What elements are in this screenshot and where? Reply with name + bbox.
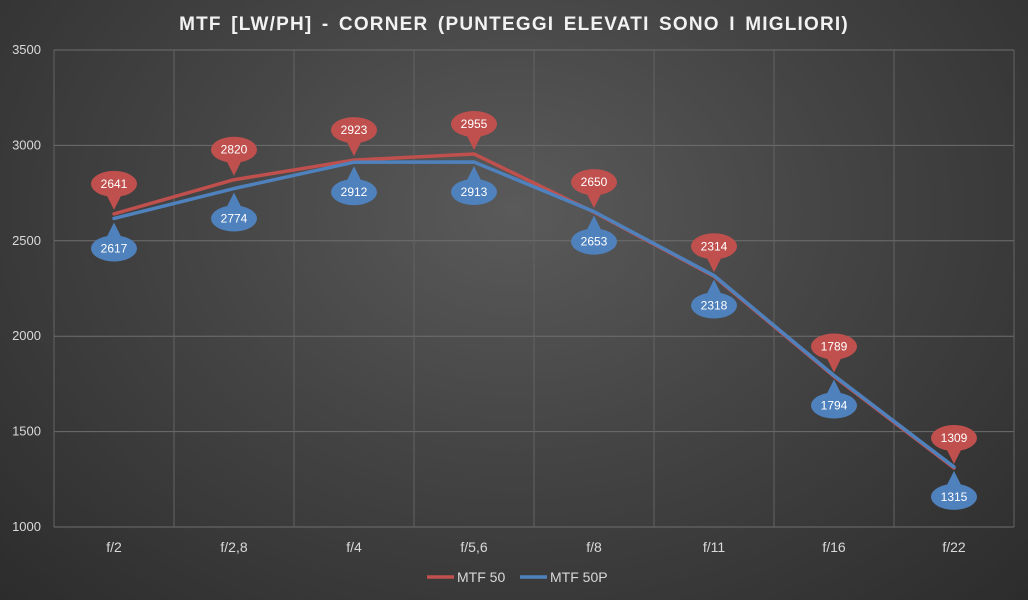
data-label-mtf50: 2314 xyxy=(691,233,737,273)
data-label: 2318 xyxy=(701,299,728,313)
legend-item-mtf50p: MTF 50P xyxy=(520,569,608,585)
data-label-mtf50p: 1315 xyxy=(931,470,977,510)
x-tick-label: f/8 xyxy=(586,539,602,555)
data-label-mtf50: 2923 xyxy=(331,117,377,157)
data-label-mtf50: 2820 xyxy=(211,136,257,176)
data-label: 1309 xyxy=(941,431,968,445)
data-label: 2923 xyxy=(341,123,368,137)
data-label: 2912 xyxy=(341,185,368,199)
legend-label: MTF 50 xyxy=(457,569,505,585)
data-label: 2955 xyxy=(461,117,488,131)
x-tick-label: f/22 xyxy=(942,539,966,555)
data-label-mtf50: 1789 xyxy=(811,333,857,373)
series-lines xyxy=(112,152,956,470)
callout-pointer xyxy=(227,192,241,207)
data-label-mtf50: 2641 xyxy=(91,170,137,210)
data-label: 2617 xyxy=(101,241,128,255)
data-label: 2314 xyxy=(701,239,728,253)
callout-pointer xyxy=(947,450,961,465)
data-labels: 2641 2820 2923 2955 2650 2314 1789 1309 2617 2774… xyxy=(91,110,977,510)
data-label-mtf50p: 2617 xyxy=(91,222,137,262)
legend: MTF 50 MTF 50P xyxy=(427,569,608,585)
callout-bubble xyxy=(571,228,617,255)
callout-pointer xyxy=(227,161,241,176)
x-tick-label: f/2,8 xyxy=(220,539,247,555)
x-tick-label: f/4 xyxy=(346,539,362,555)
callout-pointer xyxy=(587,194,601,209)
data-label: 1789 xyxy=(821,339,848,353)
y-tick-label: 2500 xyxy=(12,233,41,248)
callout-bubble xyxy=(451,110,497,137)
callout-bubble xyxy=(811,392,857,419)
legend-label: MTF 50P xyxy=(550,569,608,585)
callout-bubble xyxy=(91,235,137,262)
data-label: 1315 xyxy=(941,490,968,504)
chart-title: MTF [LW/PH] - CORNER (PUNTEGGI ELEVATI S… xyxy=(179,14,849,35)
callout-bubble xyxy=(451,178,497,205)
y-tick-label: 2000 xyxy=(12,328,41,343)
callout-bubble xyxy=(691,292,737,319)
data-label-mtf50p: 2774 xyxy=(211,192,257,232)
data-label-mtf50p: 2653 xyxy=(571,215,617,255)
callout-bubble xyxy=(571,169,617,196)
x-tick-label: f/16 xyxy=(822,539,846,555)
grid xyxy=(53,49,1015,528)
callout-pointer xyxy=(707,258,721,273)
y-tick-label: 3000 xyxy=(12,137,41,152)
series-line-mtf50p xyxy=(112,160,956,469)
data-label: 2650 xyxy=(581,175,608,189)
callout-pointer xyxy=(467,135,481,150)
data-label: 1794 xyxy=(821,399,848,413)
callout-pointer xyxy=(347,166,361,181)
callout-pointer xyxy=(587,215,601,230)
data-label-mtf50: 2955 xyxy=(451,110,497,150)
callout-pointer xyxy=(947,470,961,485)
legend-item-mtf50: MTF 50 xyxy=(427,569,505,585)
callout-bubble xyxy=(931,425,977,452)
data-label-mtf50: 1309 xyxy=(931,425,977,465)
data-label-mtf50p: 2912 xyxy=(331,166,377,206)
data-label: 2913 xyxy=(461,185,488,199)
data-label-mtf50p: 2318 xyxy=(691,279,737,319)
y-tick-label: 1000 xyxy=(12,519,41,534)
callout-bubble xyxy=(331,179,377,206)
callout-bubble xyxy=(931,483,977,510)
callout-bubble xyxy=(331,117,377,144)
data-label-mtf50: 2650 xyxy=(571,169,617,209)
data-label-mtf50p: 1794 xyxy=(811,379,857,419)
callout-pointer xyxy=(827,358,841,373)
y-tick-label: 3500 xyxy=(12,42,41,57)
callout-bubble xyxy=(691,233,737,260)
data-label-mtf50p: 2913 xyxy=(451,165,497,205)
x-tick-label: f/2 xyxy=(106,539,122,555)
axes: 1000 1500 2000 2500 3000 3500 f/2 f/2,8 f/4 f/5,6… xyxy=(12,42,966,555)
y-tick-label: 1500 xyxy=(12,424,41,439)
data-label: 2653 xyxy=(581,235,608,249)
callout-bubble xyxy=(91,170,137,197)
callout-bubble xyxy=(811,333,857,360)
callout-pointer xyxy=(107,222,121,237)
callout-pointer xyxy=(707,279,721,294)
x-tick-label: f/5,6 xyxy=(460,539,487,555)
callout-pointer xyxy=(467,165,481,180)
x-tick-label: f/11 xyxy=(703,539,726,555)
callout-bubble xyxy=(211,136,257,163)
data-label: 2820 xyxy=(221,143,248,157)
callout-bubble xyxy=(211,205,257,232)
callout-pointer xyxy=(347,142,361,157)
callout-pointer xyxy=(107,195,121,210)
data-label: 2774 xyxy=(221,212,248,226)
callout-pointer xyxy=(827,379,841,394)
data-label: 2641 xyxy=(101,177,128,191)
